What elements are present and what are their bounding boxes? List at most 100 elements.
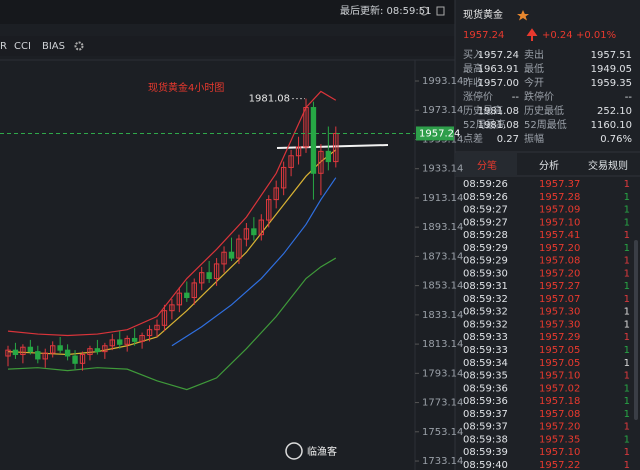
trade-time: 08:59:39 bbox=[463, 447, 508, 458]
candle-body bbox=[5, 349, 11, 357]
indicator-tab[interactable]: BIAS bbox=[42, 41, 65, 52]
up-arrow bbox=[526, 28, 538, 41]
watermark: 临渔客 bbox=[307, 445, 337, 458]
quote-label: 振幅 bbox=[524, 132, 544, 145]
candle-body bbox=[236, 238, 242, 259]
candle-body bbox=[266, 199, 272, 221]
trade-volume: 1 bbox=[624, 179, 630, 190]
candle-body bbox=[176, 292, 183, 306]
quote-value: 0.27 bbox=[497, 134, 519, 145]
trade-volume: 1 bbox=[624, 434, 630, 445]
indicator-tab[interactable]: CCI bbox=[14, 41, 31, 52]
trade-time: 08:59:26 bbox=[463, 192, 508, 203]
trade-volume: 1 bbox=[624, 192, 630, 203]
favorite-star[interactable] bbox=[517, 10, 529, 21]
trade-price: 1957.27 bbox=[539, 281, 580, 292]
trade-time: 08:59:32 bbox=[463, 307, 508, 318]
settings-icon[interactable] bbox=[74, 41, 84, 51]
trade-time: 08:59:34 bbox=[463, 358, 508, 369]
candle-body bbox=[318, 150, 324, 174]
price-change: +0.24 bbox=[542, 30, 573, 41]
trade-volume: 1 bbox=[624, 319, 630, 330]
indicator-tab[interactable]: R bbox=[0, 41, 7, 52]
candle-body bbox=[325, 150, 332, 163]
trade-volume: 1 bbox=[624, 422, 630, 433]
quote-label: 今开 bbox=[524, 76, 544, 89]
candle-body bbox=[131, 337, 138, 342]
trade-volume: 1 bbox=[624, 383, 630, 394]
trade-volume: 1 bbox=[624, 447, 630, 458]
trade-price: 1957.37 bbox=[539, 179, 580, 190]
panel-tab[interactable]: 分析 bbox=[539, 159, 559, 172]
active-tab-bg[interactable] bbox=[455, 153, 517, 176]
y-tick-label: 1913.14 bbox=[422, 193, 463, 204]
scrollbar[interactable] bbox=[634, 240, 638, 420]
trade-volume: 1 bbox=[624, 217, 630, 228]
candle-body bbox=[184, 292, 190, 299]
candle-body bbox=[64, 349, 71, 357]
quote-label: 涨停价 bbox=[463, 90, 493, 103]
last-price: 1957.24 bbox=[463, 30, 504, 41]
candle-body bbox=[139, 335, 145, 342]
trade-time: 08:59:35 bbox=[463, 371, 508, 382]
y-tick-label: 1733.14 bbox=[422, 456, 463, 467]
instrument-name: 现货黄金 bbox=[463, 8, 503, 21]
trade-time: 08:59:28 bbox=[463, 230, 508, 241]
candle-body bbox=[12, 349, 19, 356]
quote-value: -- bbox=[625, 92, 633, 103]
trade-price: 1957.08 bbox=[539, 256, 580, 267]
trade-volume: 1 bbox=[624, 230, 630, 241]
quote-label: 点差 bbox=[463, 132, 483, 145]
trade-volume: 1 bbox=[624, 243, 630, 254]
indicator-line bbox=[7, 257, 337, 391]
y-tick-label: 1993.14 bbox=[422, 76, 463, 87]
panel-tab[interactable]: 分笔 bbox=[477, 159, 497, 172]
trade-price: 1957.20 bbox=[539, 422, 580, 433]
panel-tab[interactable]: 交易规则 bbox=[588, 159, 628, 172]
y-tick-label: 1793.14 bbox=[422, 368, 463, 379]
quote-label: 52周最低 bbox=[524, 118, 567, 131]
quote-label: 买入 bbox=[463, 49, 483, 61]
trade-price: 1957.10 bbox=[539, 371, 580, 382]
candle-body bbox=[280, 166, 287, 189]
quote-value: 0.76% bbox=[600, 134, 632, 145]
candle-body bbox=[273, 187, 279, 201]
trade-price: 1957.20 bbox=[539, 268, 580, 279]
trade-time: 08:59:29 bbox=[463, 243, 508, 254]
candle-body bbox=[251, 228, 257, 236]
candle-body bbox=[228, 251, 235, 259]
trade-volume: 1 bbox=[624, 460, 630, 470]
top-bar bbox=[0, 0, 455, 24]
trade-price: 1957.30 bbox=[539, 319, 580, 330]
trade-time: 08:59:37 bbox=[463, 409, 508, 420]
quote-label: 最低 bbox=[524, 62, 544, 75]
trade-volume: 1 bbox=[624, 332, 630, 343]
candle-body bbox=[161, 310, 168, 326]
trend-line bbox=[276, 144, 389, 149]
copy-icon[interactable] bbox=[436, 6, 445, 16]
candle-body bbox=[295, 146, 302, 157]
trade-time: 08:59:32 bbox=[463, 319, 508, 330]
candle-body bbox=[206, 272, 212, 280]
candle-body bbox=[20, 346, 26, 356]
candle-body bbox=[213, 263, 220, 280]
trade-price: 1957.30 bbox=[539, 307, 580, 318]
last-price-tag bbox=[416, 126, 454, 141]
candle-body bbox=[50, 345, 56, 354]
trade-time: 08:59:33 bbox=[463, 332, 508, 343]
candle-body bbox=[102, 345, 108, 353]
trade-price: 1957.08 bbox=[539, 409, 580, 420]
candle-body bbox=[258, 219, 265, 236]
last-update: 最后更新: 08:59:51 bbox=[340, 4, 431, 17]
candle-body bbox=[79, 354, 86, 364]
trade-price: 1957.41 bbox=[539, 230, 580, 241]
trade-price: 1957.20 bbox=[539, 243, 580, 254]
trade-volume: 1 bbox=[624, 307, 630, 318]
trade-price: 1957.02 bbox=[539, 383, 580, 394]
trade-time: 08:59:27 bbox=[463, 205, 508, 216]
refresh-icon[interactable] bbox=[419, 6, 429, 16]
trade-volume: 1 bbox=[624, 256, 630, 267]
y-tick-label: 1813.14 bbox=[422, 339, 463, 350]
trade-price: 1957.10 bbox=[539, 447, 580, 458]
